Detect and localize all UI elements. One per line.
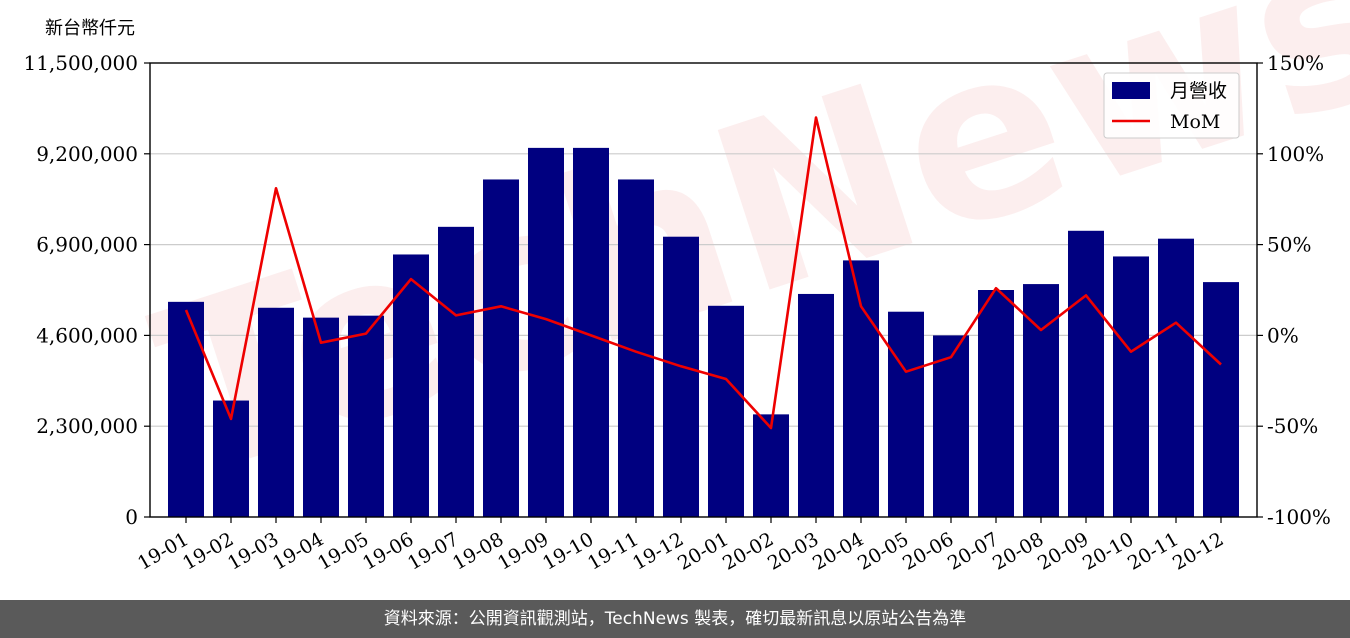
bar-20-08 (1023, 284, 1059, 517)
bar-19-08 (483, 179, 519, 517)
right-tick-label: 0% (1267, 323, 1299, 347)
bar-19-12 (663, 236, 699, 517)
legend-swatch-revenue (1112, 82, 1150, 99)
left-tick-label: 11,500,000 (23, 51, 138, 75)
bar-19-04 (303, 317, 339, 517)
x-tick-label: 19-09 (494, 528, 552, 574)
bar-19-03 (258, 307, 294, 517)
bar-20-11 (1158, 238, 1194, 517)
bar-20-05 (888, 311, 924, 517)
y-axis-unit-label: 新台幣仟元 (45, 18, 135, 39)
x-tick-label: 19-01 (134, 528, 192, 574)
bar-19-05 (348, 315, 384, 517)
bar-20-07 (978, 290, 1014, 517)
right-tick-label: 100% (1267, 142, 1324, 166)
x-tick-label: 19-04 (269, 528, 327, 574)
x-tick-label: 20-05 (854, 528, 912, 574)
x-tick-label: 19-07 (404, 528, 462, 574)
bar-20-09 (1068, 230, 1104, 518)
left-tick-label: 2,300,000 (36, 414, 138, 438)
bar-20-06 (933, 335, 969, 517)
left-tick-label: 4,600,000 (36, 323, 138, 347)
bar-19-07 (438, 226, 474, 517)
x-tick-label: 19-08 (449, 528, 507, 574)
bar-20-12 (1203, 282, 1239, 517)
right-tick-label: -100% (1267, 505, 1331, 529)
x-tick-label: 19-12 (629, 528, 687, 574)
left-tick-label: 9,200,000 (36, 142, 138, 166)
chart-svg: 0 2,300,000 4,600,000 6,900,000 9,200,000 11,… (23, 51, 1331, 575)
right-tick-label: -50% (1267, 414, 1318, 438)
bar-20-03 (798, 293, 834, 517)
bar-20-02 (753, 414, 789, 517)
x-tick-label: 20-04 (809, 528, 867, 574)
x-tick-label: 20-06 (899, 528, 957, 574)
x-tick-label: 20-12 (1169, 528, 1227, 574)
bar-19-06 (393, 254, 429, 518)
x-tick-label: 20-10 (1079, 528, 1137, 574)
x-tick-label: 20-08 (989, 528, 1047, 574)
legend-label-revenue: 月營收 (1170, 80, 1227, 102)
x-tick-label: 19-03 (224, 528, 282, 574)
x-tick-label: 19-02 (179, 528, 237, 574)
x-tick-label: 20-01 (674, 528, 732, 574)
x-tick-label: 20-03 (764, 528, 822, 574)
x-tick-label: 19-10 (539, 528, 597, 574)
x-tick-label: 19-11 (584, 528, 642, 574)
bar-19-10 (573, 147, 609, 517)
x-tick-label: 19-06 (359, 528, 417, 574)
right-tick-label: 150% (1267, 51, 1324, 75)
x-tick-label: 20-11 (1124, 528, 1182, 574)
right-tick-label: 50% (1267, 233, 1311, 257)
mom-line (184, 116, 1222, 430)
x-tick-label: 19-05 (314, 528, 372, 574)
legend-label-mom: MoM (1170, 111, 1220, 133)
bar-20-10 (1113, 256, 1149, 517)
left-tick-label: 6,900,000 (36, 233, 138, 257)
left-tick-label: 0 (125, 505, 138, 529)
source-footer: 資料來源：公開資訊觀測站，TechNews 製表，確切最新訊息以原站公告為準 (0, 600, 1350, 638)
x-tick-label: 20-02 (719, 528, 777, 574)
x-tick-label: 20-07 (944, 528, 1002, 574)
bar-20-01 (708, 305, 744, 517)
bar-19-09 (528, 147, 564, 517)
x-tick-label: 20-09 (1034, 528, 1092, 574)
revenue-chart: TechNews 新台幣仟元 0 2,300,000 4,600,000 6,900,… (23, 0, 1350, 575)
plot-frame (149, 62, 1258, 518)
bar-19-01 (168, 301, 204, 517)
bar-20-04 (843, 260, 879, 517)
